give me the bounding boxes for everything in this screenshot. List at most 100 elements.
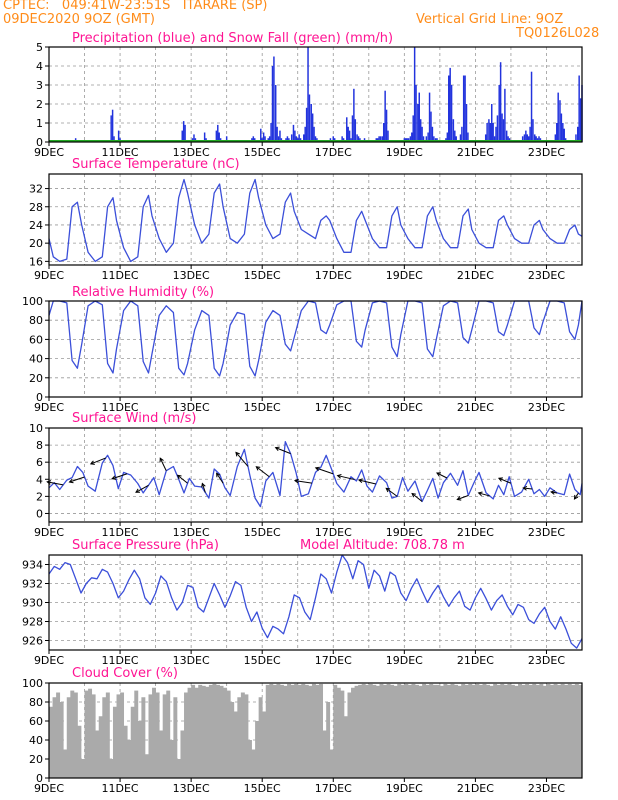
wind-arrow	[255, 466, 270, 478]
cloud-bar	[276, 683, 281, 778]
cloud-bar	[436, 684, 441, 778]
station-header: CPTEC: 049:41W-23:51S ITARARE (SP)	[3, 0, 268, 13]
y-tick-label: 4	[36, 473, 43, 486]
precip-bar	[576, 126, 579, 142]
cloud-bar	[283, 685, 288, 778]
cloud-bar	[493, 683, 498, 778]
precip-bar	[303, 134, 305, 142]
precip-bar	[268, 136, 271, 142]
cloud-bar	[116, 694, 121, 778]
precip-bar	[504, 88, 506, 142]
precip-bar	[534, 134, 536, 142]
cloud-bar	[294, 683, 299, 778]
x-tick-label: 17DEC	[315, 146, 352, 159]
precip-bar	[505, 130, 508, 142]
precip-bar	[311, 113, 314, 142]
cloud-bar	[180, 730, 185, 778]
y-tick-label: 40	[29, 734, 43, 747]
cloud-bar	[340, 690, 345, 778]
precip-bar	[493, 136, 496, 142]
y-tick-label: 0	[36, 772, 43, 785]
pres-panel: 926 928 930 932 934 9DEC 11DEC 13DEC 15DEC 17DEC 1…	[22, 538, 583, 667]
y-tick-label: 16	[29, 255, 43, 268]
y-tick-label: 0	[36, 136, 43, 149]
cloud-bar	[176, 759, 181, 778]
y-tick-label: 1	[36, 117, 43, 130]
cloud-bar	[319, 683, 324, 778]
x-tick-label: 11DEC	[102, 146, 139, 159]
cloud-bar	[560, 683, 565, 778]
precip-bar	[489, 123, 492, 142]
x-tick-label: 9DEC	[34, 782, 64, 795]
cloud-bar	[233, 711, 238, 778]
precip-bar	[384, 90, 386, 142]
cloud-bar	[290, 684, 295, 778]
precip-bar	[286, 136, 289, 142]
precip-bar	[290, 134, 293, 142]
precip-bar	[449, 67, 451, 142]
cloud-bar	[507, 683, 512, 778]
cloud-bar	[219, 685, 224, 778]
wind-arrow-shaft	[457, 495, 469, 500]
wind-arrow-head	[135, 488, 140, 493]
precip-bar	[218, 132, 220, 142]
wind-arrow-head	[385, 487, 391, 493]
x-tick-label: 21DEC	[457, 782, 494, 795]
precip-bar	[182, 121, 185, 142]
precip-bar	[431, 126, 434, 142]
y-tick-label: 100	[22, 677, 43, 690]
x-tick-label: 13DEC	[173, 401, 210, 414]
cloud-bar	[550, 684, 554, 778]
wind-arrow	[550, 490, 558, 495]
cloud-bar	[137, 721, 142, 778]
cloud-bar	[304, 684, 309, 778]
y-tick-label: 8	[36, 439, 43, 452]
cloud-bar	[390, 684, 395, 778]
wind-arrow	[89, 457, 107, 465]
wind-arrow-head	[497, 477, 503, 482]
wind-arrow	[135, 484, 149, 493]
wind-arrow	[385, 487, 398, 497]
y-tick-label: 10	[29, 422, 43, 435]
cloud-bar	[212, 683, 217, 778]
precip-bar	[260, 128, 262, 142]
x-tick-label: 21DEC	[457, 401, 494, 414]
cloud-bar	[66, 697, 71, 778]
precip-bar	[563, 128, 565, 142]
rh-series-line	[48, 300, 583, 377]
wind-arrow-head	[235, 451, 240, 457]
precip-bar	[461, 126, 463, 142]
y-tick-label: 928	[22, 616, 43, 629]
wind-arrow-shaft	[315, 467, 334, 475]
precip-bar	[560, 113, 563, 142]
cloud-bar	[478, 684, 483, 778]
precip-bar	[262, 132, 265, 142]
wind-arrow-shaft	[574, 492, 579, 500]
precip-bar	[409, 136, 412, 142]
precip-bar	[454, 130, 456, 142]
wind-panel: 0 2 4 6 8 10 9DEC 11DEC 13DEC 15DEC 17DEC 19DEC 21DE…	[29, 411, 583, 539]
wind-arrow-head	[159, 457, 164, 463]
cloud-bar	[301, 683, 306, 778]
precip-bar	[428, 92, 431, 142]
precip-bar	[502, 119, 505, 142]
precip-bar	[332, 136, 335, 142]
cloud-bar	[152, 687, 156, 778]
cloud-bar	[518, 683, 522, 778]
x-tick-label: 11DEC	[102, 782, 139, 795]
precip-bar	[273, 56, 275, 142]
wind-series-line	[48, 441, 583, 508]
precip-bar	[418, 92, 420, 142]
wind-arrow-head	[436, 472, 441, 477]
cloud-bar	[489, 685, 494, 778]
run-date-header: 09DEC2020 9OZ (GMT)	[3, 12, 155, 27]
y-tick-label: 0	[36, 391, 43, 404]
cloud-bar	[322, 730, 327, 778]
wind-arrow-head	[573, 494, 579, 500]
x-tick-label: 15DEC	[244, 146, 281, 159]
y-tick-label: 24	[29, 219, 43, 232]
wind-arrow-shaft	[112, 473, 128, 480]
cloud-bar	[109, 759, 114, 778]
precip-bar	[562, 123, 564, 142]
precip-bar	[527, 136, 530, 142]
